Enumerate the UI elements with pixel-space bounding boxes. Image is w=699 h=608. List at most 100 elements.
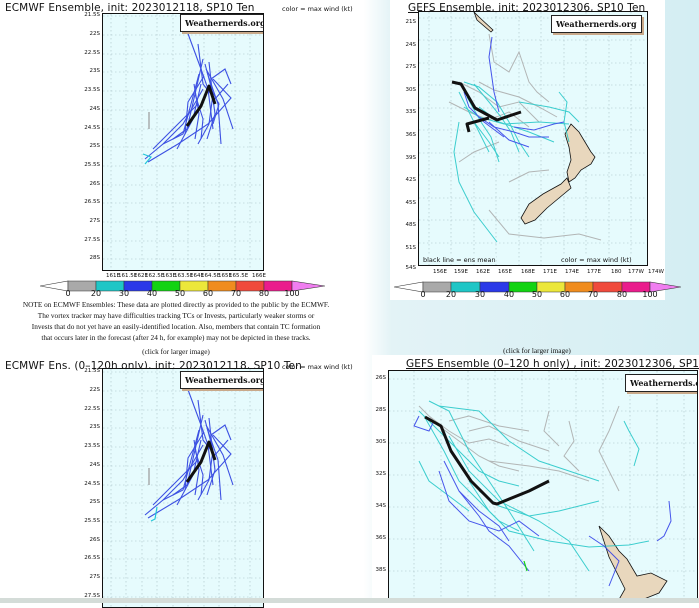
gefs-0-120h-title: GEFS Ensemble (0–120 h only) , init: 202…: [406, 358, 699, 370]
y-tick: 24S: [89, 106, 101, 112]
x-tick: 161.5E: [118, 273, 138, 279]
y-tick: 42S: [405, 177, 417, 183]
ecmwf-plot-title: ECMWF Ensemble, init: 2023012118, SP10 T…: [5, 2, 255, 14]
weathernerds-logo[interactable]: Weathernerds.org: [180, 371, 263, 389]
y-tick: 30S: [375, 439, 387, 445]
colorbar-label: 70: [230, 289, 242, 298]
y-tick: 39S: [405, 155, 417, 161]
ecmwf-color-note: color = max wind (kt): [282, 5, 353, 13]
click-larger-image-left[interactable]: (click for larger image): [142, 347, 210, 356]
colorbar-label: 40: [146, 289, 158, 298]
x-tick: 162E: [134, 273, 148, 279]
colorbar-label: 100: [284, 289, 300, 298]
x-tick: 164E: [190, 273, 204, 279]
ecmwf-wind-colorbar: 0 20 30 40 50 60 70 80 100: [39, 279, 326, 298]
y-tick: 27S: [89, 574, 101, 580]
y-tick: 26.5S: [84, 199, 100, 205]
y-tick: 21S: [405, 19, 417, 25]
gefs-wind-colorbar: 0 20 30 40 50 60 70 80 100: [393, 280, 682, 299]
y-tick: 21.5S: [84, 12, 100, 18]
y-tick: 23.5S: [84, 87, 100, 93]
gefs-track-plot: [419, 12, 647, 265]
y-tick: 25S: [89, 143, 101, 149]
page-bottom-strip: [0, 598, 699, 603]
colorbar-label: 100: [642, 290, 658, 299]
weathernerds-logo[interactable]: Weathernerds.org: [180, 14, 263, 32]
y-tick: 36S: [405, 132, 417, 138]
y-tick: 22.5S: [84, 50, 100, 56]
y-tick: 24.5S: [84, 125, 100, 131]
colorbar-label: 50: [531, 290, 543, 299]
x-tick: 166E: [252, 273, 266, 279]
note-line: Invests that do not yet have an easily-i…: [31, 322, 321, 331]
colorbar-label: 80: [616, 290, 628, 299]
note-line: The vortex tracker may have difficulties…: [37, 311, 315, 320]
colorbar-label: 0: [65, 289, 71, 298]
gefs-0-120h-map[interactable]: Weathernerds.org: [388, 370, 698, 602]
y-tick: 30S: [405, 87, 417, 93]
gefs-color-note: color = max wind (kt): [561, 256, 632, 264]
y-tick: 22S: [89, 31, 101, 37]
y-tick: 25S: [89, 499, 101, 505]
ecmwf-map[interactable]: Weathernerds.org: [102, 13, 264, 271]
y-tick: 24S: [89, 462, 101, 468]
y-tick: 28S: [375, 407, 387, 413]
x-tick: 165E: [218, 273, 232, 279]
colorbar-label: 20: [90, 289, 102, 298]
y-tick: 32S: [375, 471, 387, 477]
weathernerds-logo[interactable]: Weathernerds.org: [551, 15, 642, 33]
weathernerds-logo[interactable]: Weathernerds.org: [625, 374, 697, 392]
x-tick: 177E: [587, 269, 601, 275]
ecmwf-0-120h-panel[interactable]: ECMWF Ens. (0–120h only), init: 20230121…: [0, 360, 353, 608]
y-tick: 38S: [375, 567, 387, 573]
ecmwf-ensemble-panel[interactable]: ECMWF Ensemble, init: 2023012118, SP10 T…: [0, 0, 353, 300]
gefs-map[interactable]: Weathernerds.org black line = ens mean c…: [418, 11, 648, 266]
y-tick: 26S: [89, 181, 101, 187]
y-tick: 23.5S: [84, 443, 100, 449]
x-tick: 162E: [476, 269, 490, 275]
y-tick: 27S: [405, 64, 417, 70]
x-tick: 165.5E: [229, 273, 249, 279]
y-tick: 22S: [89, 387, 101, 393]
ecmwf-0-120h-color-note: color = max wind (kt): [282, 363, 353, 371]
x-tick: 159E: [454, 269, 468, 275]
y-tick: 27.5S: [84, 593, 100, 599]
y-tick: 51S: [405, 245, 417, 251]
x-tick: 180: [611, 269, 622, 275]
ens-mean-note: black line = ens mean: [423, 256, 496, 264]
x-tick: 162.5E: [145, 273, 165, 279]
note-line: that occurs later in the forecast (after…: [41, 333, 311, 342]
colorbar-label: 0: [420, 290, 426, 299]
colorbar-label: 80: [258, 289, 270, 298]
ecmwf-0-120h-map[interactable]: Weathernerds.org: [102, 368, 264, 608]
y-tick: 45S: [405, 200, 417, 206]
x-tick: 177W: [628, 269, 644, 275]
x-tick: 163.5E: [174, 273, 194, 279]
y-tick: 26.5S: [84, 555, 100, 561]
y-tick: 33S: [405, 109, 417, 115]
y-tick: 48S: [405, 222, 417, 228]
colorbar-label: 60: [559, 290, 571, 299]
y-tick: 54S: [405, 265, 417, 271]
ecmwf-0-120h-track-plot: [103, 369, 263, 607]
colorbar-label: 40: [503, 290, 515, 299]
x-tick: 171E: [543, 269, 557, 275]
x-tick: 164.5E: [201, 273, 221, 279]
x-tick: 174E: [565, 269, 579, 275]
colorbar-label: 20: [445, 290, 457, 299]
x-tick: 168E: [521, 269, 535, 275]
note-line: NOTE on ECMWF Ensembles: These data are …: [22, 300, 330, 309]
y-tick: 25.5S: [84, 518, 100, 524]
gefs-0-120h-track-plot: [389, 371, 697, 601]
gefs-0-120h-panel[interactable]: GEFS Ensemble (0–120 h only) , init: 202…: [372, 355, 699, 602]
y-tick: 36S: [375, 535, 387, 541]
colorbar-label: 70: [587, 290, 599, 299]
y-tick: 34S: [375, 503, 387, 509]
click-larger-image-right[interactable]: (click for larger image): [503, 346, 571, 355]
y-tick: 27S: [89, 218, 101, 224]
colorbar-label: 30: [118, 289, 130, 298]
x-tick: 163E: [162, 273, 176, 279]
x-tick: 161E: [106, 273, 120, 279]
y-tick: 24.5S: [84, 481, 100, 487]
gefs-ensemble-panel[interactable]: GEFS Ensemble, init: 2023012306, SP10 Te…: [390, 0, 682, 300]
